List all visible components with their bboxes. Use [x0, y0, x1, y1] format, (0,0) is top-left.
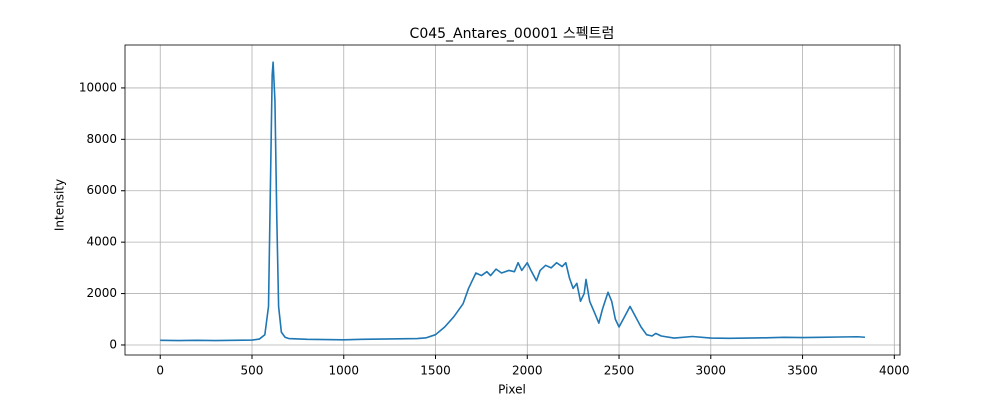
y-tick-label: 10000	[79, 80, 117, 94]
y-tick-label: 2000	[86, 286, 117, 300]
data-line	[160, 61, 866, 342]
y-tick-label: 8000	[86, 132, 117, 146]
y-tick-label: 4000	[86, 235, 117, 249]
x-tick-label: 3500	[787, 364, 818, 378]
x-axis-label: Pixel	[498, 383, 526, 397]
x-tick-label: 0	[156, 364, 164, 378]
x-tick-label: 2500	[604, 364, 635, 378]
y-tick-label: 6000	[86, 183, 117, 197]
plot-frame	[124, 44, 901, 356]
y-tick-label: 0	[109, 337, 117, 351]
y-axis-label: Intensity	[53, 179, 67, 231]
chart-title: C045_Antares_00001 스펙트럼	[410, 26, 615, 42]
x-tick-label: 1500	[420, 364, 451, 378]
x-tick-label: 3000	[696, 364, 727, 378]
x-tick-label: 1000	[328, 364, 359, 378]
x-tick-label: 500	[241, 364, 264, 378]
x-tick-label: 4000	[879, 364, 910, 378]
x-tick-label: 2000	[512, 364, 543, 378]
